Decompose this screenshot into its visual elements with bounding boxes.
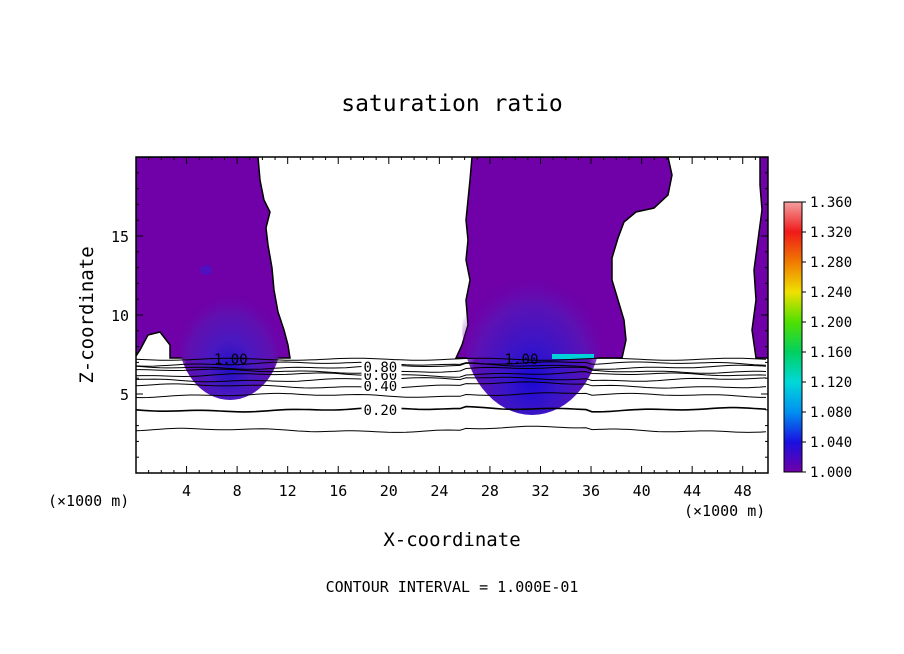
contour-line xyxy=(136,362,767,370)
contour-label: 0.20 xyxy=(364,403,398,419)
high-saturation-band xyxy=(552,354,594,359)
saturation-spot xyxy=(200,265,212,275)
contour-line xyxy=(136,405,767,413)
contour-interval-note: CONTOUR INTERVAL = 1.000E-01 xyxy=(326,578,579,596)
contour-line xyxy=(136,371,767,378)
x-tick-label: 40 xyxy=(633,482,651,500)
plot-area: 0.200.400.600.801.00 1.00 xyxy=(136,157,768,433)
chart-title: saturation ratio xyxy=(341,91,563,117)
saturated-contour-label: 1.00 xyxy=(505,352,539,368)
colorbar-label: 1.120 xyxy=(810,375,852,391)
contour-label: 0.40 xyxy=(364,379,398,395)
colorbar-label: 1.200 xyxy=(810,315,852,331)
x-tick-label: 48 xyxy=(734,482,752,500)
contour-line xyxy=(136,376,767,383)
x-unit-right: (×1000 m) xyxy=(684,502,765,520)
x-tick-label: 44 xyxy=(683,482,701,500)
colorbar-label: 1.080 xyxy=(810,405,852,421)
x-tick-label: 36 xyxy=(582,482,600,500)
x-tick-label: 12 xyxy=(279,482,297,500)
y-axis-label: Z-coordinate xyxy=(76,246,98,383)
y-axis-ticks: 5 10 15 xyxy=(111,172,768,458)
contour-label: 0.80 xyxy=(364,360,398,376)
contour-label-bg xyxy=(361,360,402,374)
x-tick-label: 24 xyxy=(430,482,448,500)
x-tick-label: 28 xyxy=(481,482,499,500)
x-tick-label: 32 xyxy=(531,482,549,500)
x-axis-label: X-coordinate xyxy=(383,529,520,551)
x-axis-ticks: 4 8 12 16 20 24 28 32 36 40 44 48 xyxy=(148,157,756,500)
contour-line xyxy=(136,392,766,399)
colorbar-label: 1.320 xyxy=(810,225,852,241)
contour-label-bg xyxy=(361,379,402,393)
y-tick-label: 10 xyxy=(111,307,129,325)
contour-lines: 0.200.400.600.801.00 1.00 xyxy=(136,352,767,433)
y-tick-label: 5 xyxy=(120,386,129,404)
colorbar-scale xyxy=(783,201,803,473)
colorbar: 1.360 1.320 1.280 1.240 1.200 1.160 1.120 1.080… xyxy=(783,195,852,481)
y-tick-label: 15 xyxy=(111,228,129,246)
colorbar-label: 1.160 xyxy=(810,345,852,361)
x-tick-label: 20 xyxy=(380,482,398,500)
contour-line xyxy=(136,381,767,389)
colorbar-label: 1.360 xyxy=(810,195,852,211)
contour-label-bg xyxy=(361,402,402,416)
x-tick-label: 16 xyxy=(329,482,347,500)
contour-line xyxy=(136,361,767,367)
x-tick-label: 8 xyxy=(233,482,242,500)
saturation-core xyxy=(462,235,602,415)
colorbar-label: 1.000 xyxy=(810,465,852,481)
colorbar-label: 1.280 xyxy=(810,255,852,271)
contour-line xyxy=(136,425,767,433)
saturated-contour-label: 1.00 xyxy=(214,352,248,368)
contour-line xyxy=(136,357,767,361)
colorbar-label: 1.040 xyxy=(810,435,852,451)
saturated-region xyxy=(751,157,768,359)
x-tick-label: 4 xyxy=(182,482,191,500)
colorbar-label: 1.240 xyxy=(810,285,852,301)
contour-line xyxy=(136,366,767,374)
x-unit-left: (×1000 m) xyxy=(48,492,129,510)
